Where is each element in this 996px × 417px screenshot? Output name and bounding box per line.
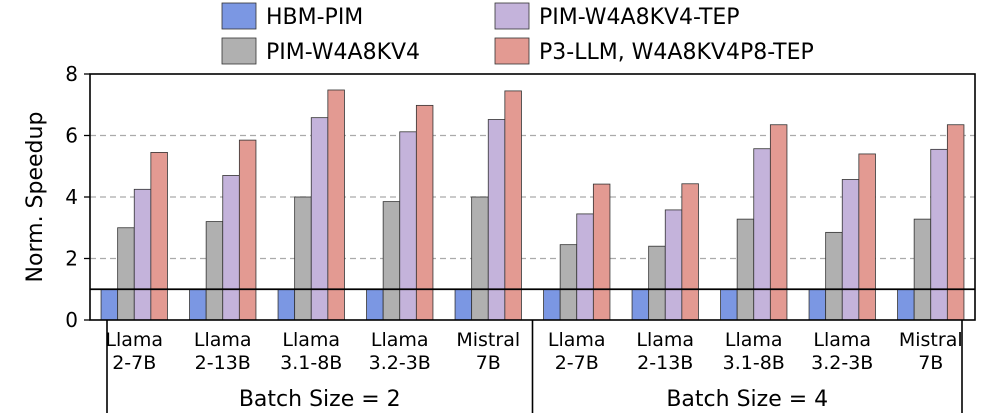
bar — [399, 131, 417, 321]
bar — [100, 288, 119, 321]
legend-swatch — [494, 2, 530, 30]
legend-label: P3-LLM, W4A8KV4P8-TEP — [539, 40, 814, 65]
y-tick-label: 8 — [65, 62, 78, 86]
bar — [294, 196, 312, 321]
y-axis-label: Norm. Speedup — [23, 112, 48, 283]
x-tick-label: 3.2-3B — [811, 352, 873, 374]
bar — [366, 288, 384, 321]
legend-swatch — [221, 37, 257, 65]
bar — [897, 288, 915, 321]
bar — [504, 90, 522, 321]
bars — [100, 89, 965, 321]
x-tick-label: 2-13B — [195, 352, 251, 374]
bar — [576, 213, 594, 321]
bar — [238, 139, 257, 321]
bar — [841, 179, 860, 321]
bar — [222, 175, 240, 321]
x-tick-label: Llama — [371, 329, 429, 351]
x-tick-label: 3.1-8B — [723, 352, 785, 374]
x-tick-label: Llama — [194, 329, 252, 351]
x-tick-label: 2-7B — [555, 352, 599, 374]
grid — [90, 134, 975, 260]
bar — [117, 227, 135, 321]
bar — [543, 288, 561, 321]
bar — [415, 104, 434, 321]
bar — [277, 288, 296, 321]
group-label: Batch Size = 2 — [239, 387, 401, 412]
group-label: Batch Size = 4 — [666, 387, 828, 412]
x-axis: Llama2-7BLlama2-13BLlama3.1-8BLlama3.2-3… — [105, 320, 963, 413]
y-tick-label: 6 — [65, 124, 78, 148]
bar — [648, 245, 666, 321]
x-tick-label: Llama — [548, 329, 606, 351]
x-tick-label: Mistral — [456, 329, 520, 351]
legend-label: PIM-W4A8KV4 — [266, 40, 420, 65]
legend-swatch — [494, 37, 530, 65]
x-tick-label: 3.2-3B — [369, 352, 431, 374]
x-tick-label: Llama — [636, 329, 694, 351]
bar — [946, 124, 965, 321]
x-tick-label: Llama — [282, 329, 340, 351]
bar — [808, 288, 827, 321]
legend: HBM-PIM PIM-W4A8KV4-TEP PIM-W4A8KV4 P3-LLM,… — [221, 2, 814, 65]
x-tick-label: 7B — [918, 352, 943, 374]
bar — [720, 288, 738, 321]
bar — [930, 148, 948, 321]
legend-label: PIM-W4A8KV4-TEP — [539, 5, 740, 30]
bar — [681, 183, 699, 321]
bar — [753, 148, 771, 321]
bar — [454, 288, 473, 321]
x-tick-label: Mistral — [899, 329, 963, 351]
x-tick-label: 3.1-8B — [280, 352, 342, 374]
bar — [189, 288, 207, 321]
x-tick-label: Llama — [105, 329, 163, 351]
bar — [592, 183, 611, 321]
y-tick-label: 4 — [65, 185, 78, 209]
bar — [736, 218, 755, 321]
bar — [471, 196, 489, 321]
bar — [664, 209, 683, 321]
bar — [913, 218, 932, 321]
y-tick-label: 2 — [65, 247, 78, 271]
legend-label: HBM-PIM — [266, 5, 363, 30]
legend-swatch — [221, 2, 257, 30]
bar — [382, 201, 401, 321]
bar — [769, 124, 788, 321]
bar — [150, 152, 168, 321]
bar — [133, 188, 152, 321]
bar — [559, 244, 578, 321]
x-tick-label: Llama — [725, 329, 783, 351]
x-tick-label: 7B — [476, 352, 501, 374]
x-tick-label: 2-13B — [637, 352, 693, 374]
y-axis: 0 2 4 6 8 — [65, 62, 90, 332]
bar — [858, 153, 876, 321]
x-tick-label: Llama — [813, 329, 871, 351]
bar — [327, 89, 345, 321]
bar — [205, 221, 224, 321]
bar — [825, 231, 843, 321]
bar — [631, 288, 650, 321]
x-tick-label: 2-7B — [112, 352, 156, 374]
y-tick-label: 0 — [65, 308, 78, 332]
